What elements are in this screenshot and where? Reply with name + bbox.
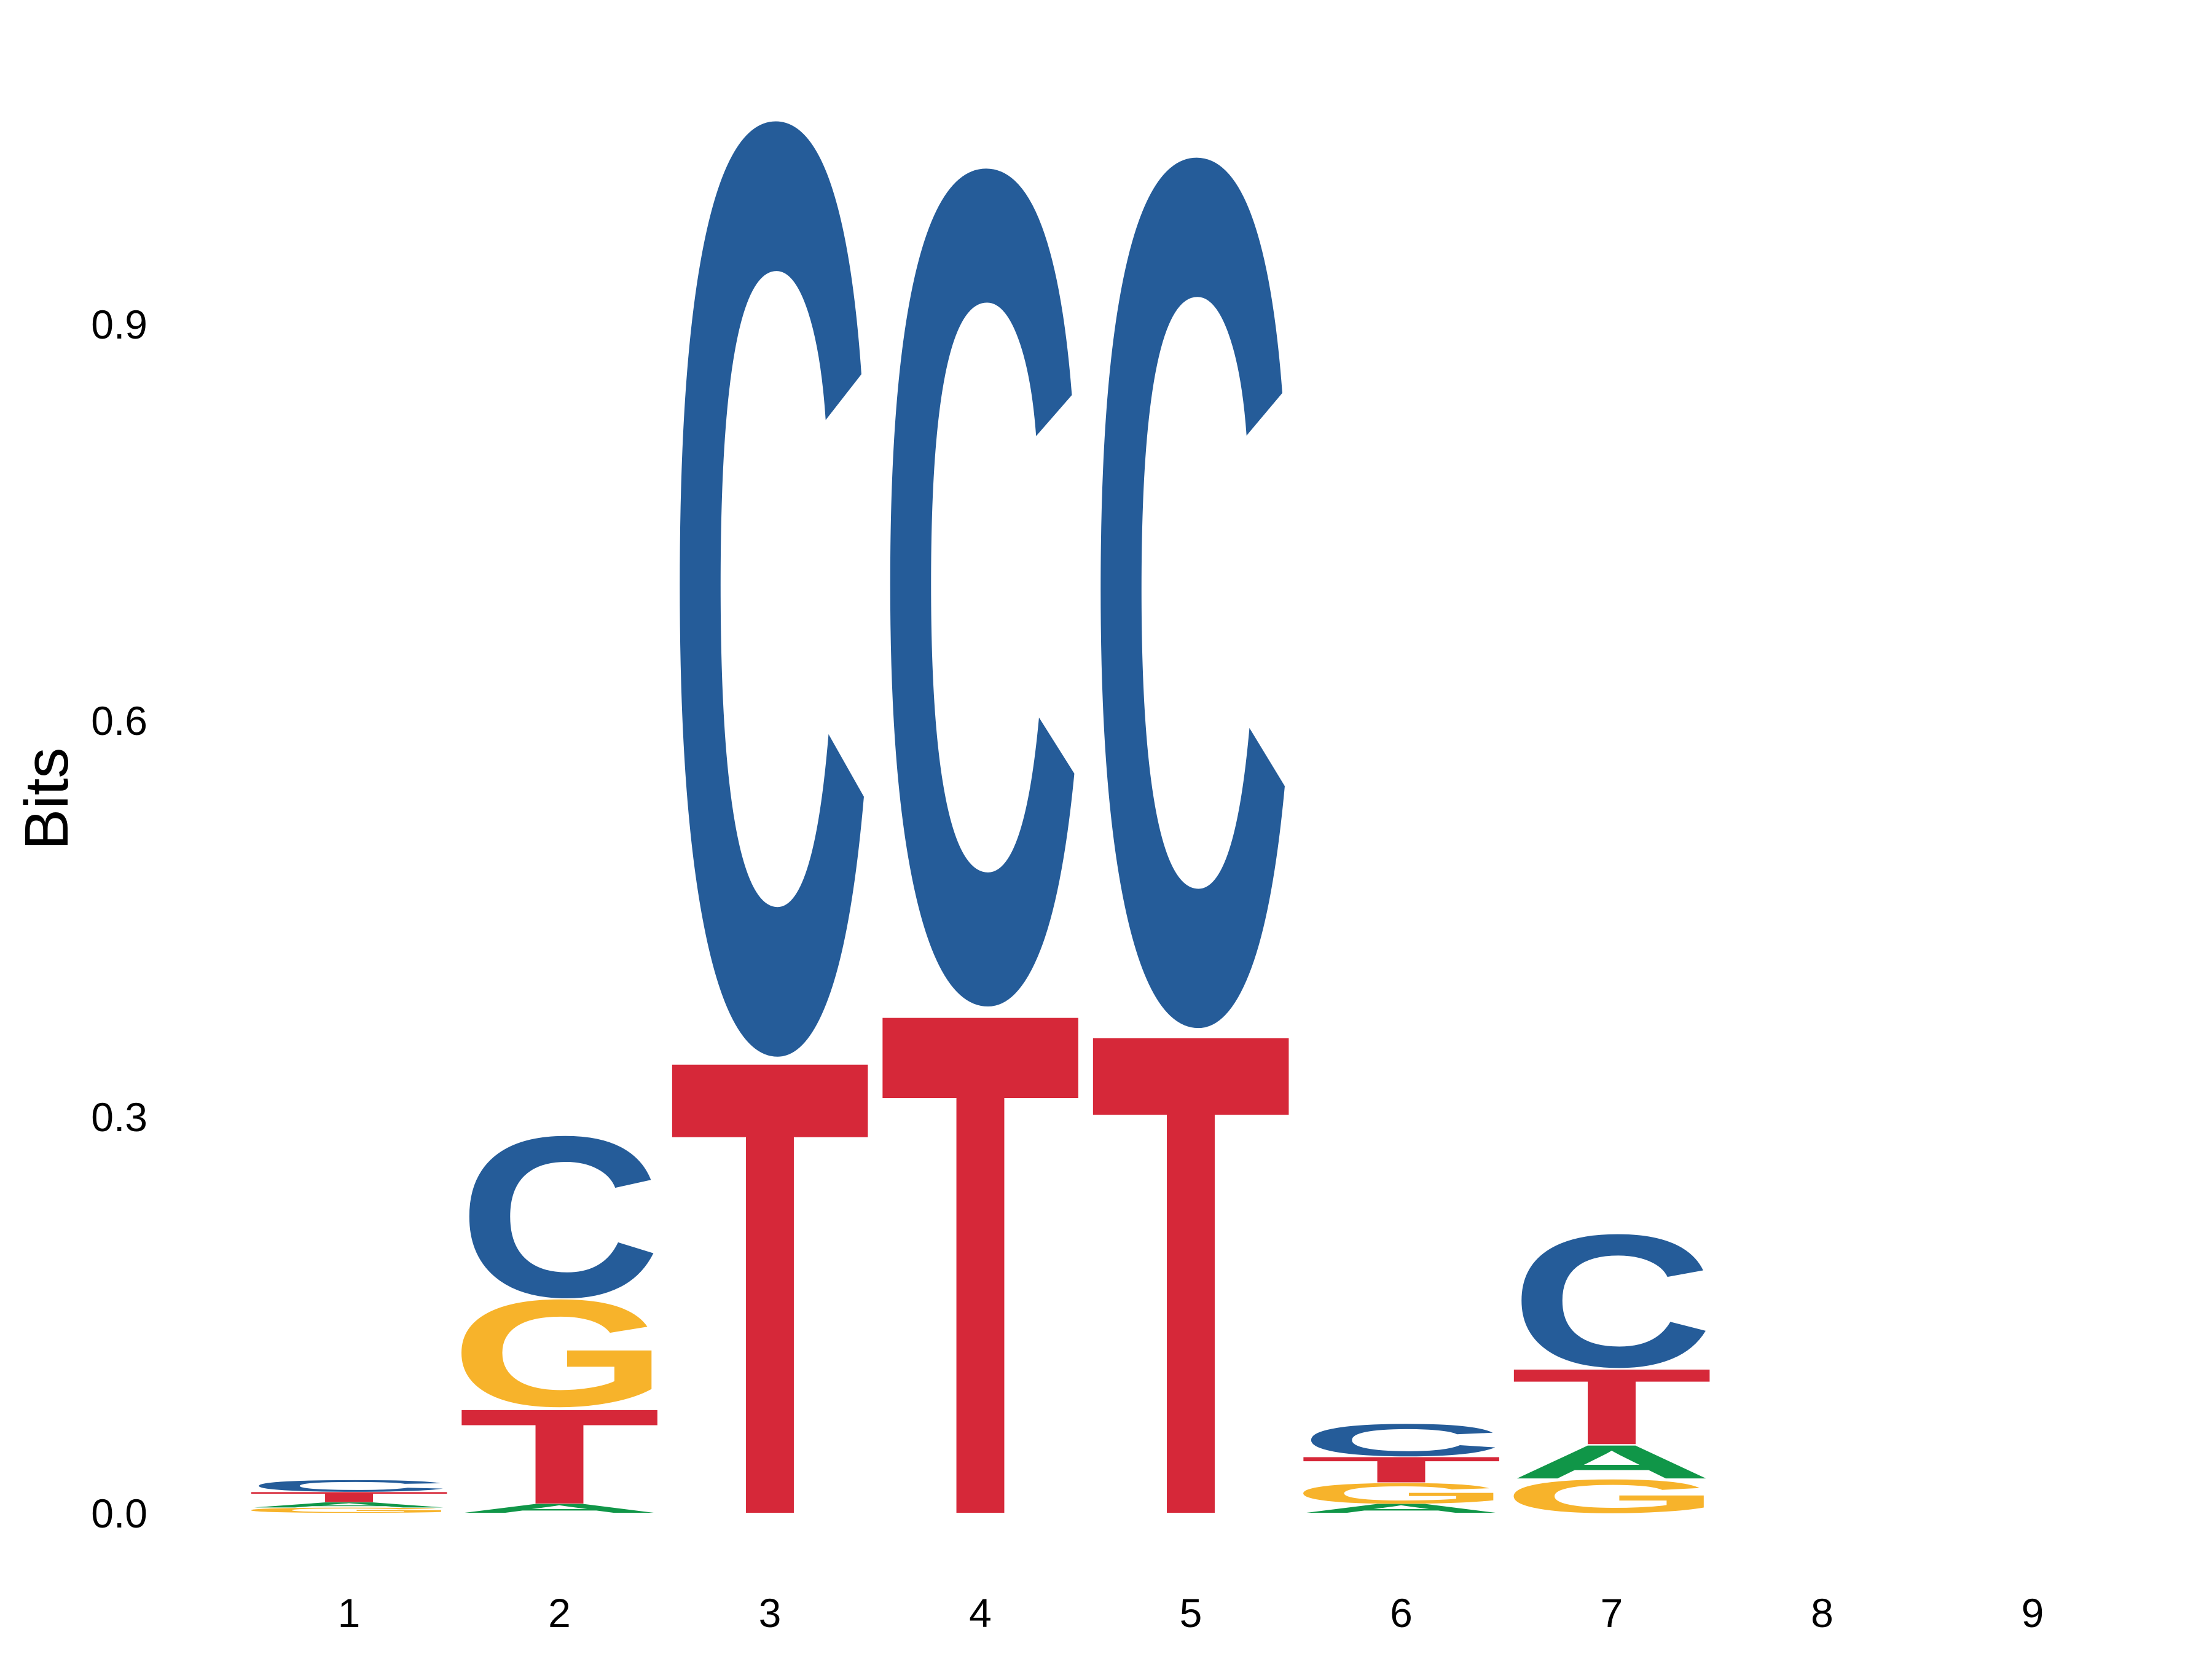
x-tick-label: 7 [1601, 1590, 1623, 1636]
logo-letter-T: T [1510, 1346, 1713, 1467]
logo-letter-T: T [1089, 888, 1292, 1659]
logo-letter-T: T [458, 1381, 661, 1532]
logo-letter-C: C [669, 0, 872, 1324]
logo-letter-A: A [1510, 1435, 1713, 1489]
logo-letter-T: T [1300, 1449, 1502, 1491]
logo-letter-A: A [458, 1501, 661, 1515]
logo-letter-G: G [1502, 1470, 1722, 1523]
y-tick-label: 0.6 [91, 698, 147, 743]
x-tick-label: 4 [969, 1590, 992, 1636]
logo-letter-T: T [248, 1489, 450, 1505]
y-tick-label: 0.0 [91, 1491, 147, 1536]
y-axis-title: Bits [12, 748, 81, 850]
logo-letter-C: C [1300, 1414, 1503, 1465]
logo-letter-T: T [669, 924, 871, 1651]
x-tick-label: 5 [1180, 1590, 1202, 1636]
logo-letter-C: C [248, 1477, 451, 1495]
logo-letter-C: C [458, 1089, 661, 1345]
x-tick-label: 6 [1390, 1590, 1413, 1636]
x-tick-label: 8 [1811, 1590, 1834, 1636]
logo-letter-A: A [247, 1501, 450, 1509]
logo-letter-G: G [240, 1506, 459, 1514]
y-tick-label: 0.3 [91, 1094, 147, 1140]
x-tick-label: 9 [2022, 1590, 2044, 1636]
x-tick-label: 2 [548, 1590, 571, 1636]
logo-letter-C: C [1510, 1195, 1713, 1406]
logo-letter-T: T [879, 863, 1081, 1659]
y-axis: 0.0 0.3 0.6 0.9 [91, 302, 147, 1536]
x-tick-label: 1 [338, 1590, 361, 1636]
logo-letter-C: C [1089, 0, 1293, 1277]
x-axis: 1 2 3 4 5 6 7 8 9 [338, 1590, 2044, 1636]
y-tick-label: 0.9 [91, 302, 147, 347]
logo-letter-A: A [1300, 1501, 1503, 1515]
logo-letter-G: G [450, 1268, 669, 1438]
logo-letter-G: G [1292, 1477, 1511, 1510]
logo-letter-C: C [879, 0, 1082, 1246]
x-tick-label: 3 [759, 1590, 782, 1636]
